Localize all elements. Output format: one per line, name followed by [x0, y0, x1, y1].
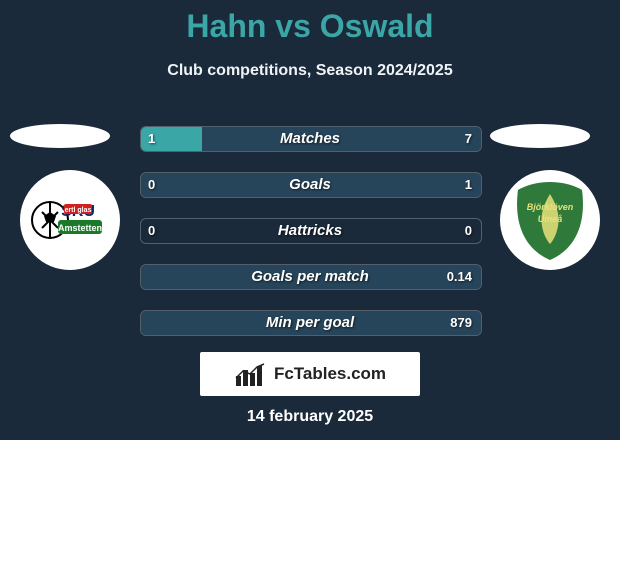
page-subtitle: Club competitions, Season 2024/2025 [0, 62, 620, 80]
player-left-ellipse [10, 124, 110, 148]
stat-bars: Matches17Goals01Hattricks00Goals per mat… [140, 126, 480, 356]
brand-text: FcTables.com [274, 364, 386, 384]
stat-value-right: 879 [450, 310, 472, 334]
date-text: 14 february 2025 [0, 408, 620, 426]
stat-value-right: 0.14 [447, 264, 472, 288]
stat-row: Goals per match0.14 [140, 264, 480, 288]
stat-label: Matches [140, 126, 480, 150]
stat-row: Min per goal879 [140, 310, 480, 334]
stat-label: Goals per match [140, 264, 480, 288]
stat-label: Min per goal [140, 310, 480, 334]
club-badge-left: SKU Amstetten ertl glas [20, 170, 120, 270]
page-title: Hahn vs Oswald [0, 8, 620, 45]
stat-value-left: 1 [148, 126, 155, 150]
brand-badge: FcTables.com [200, 352, 420, 396]
stat-value-left: 0 [148, 172, 155, 196]
stat-row: Hattricks0 0 [140, 218, 480, 242]
club-badge-right-svg: Björklöven Umeå [500, 170, 600, 270]
stat-value-right: 7 [465, 126, 472, 150]
stat-row: Goals0 1 [140, 172, 480, 196]
svg-text:ertl glas: ertl glas [65, 207, 92, 214]
player-right-ellipse [490, 124, 590, 148]
svg-text:Umeå: Umeå [538, 214, 563, 224]
stat-row: Matches1 7 [140, 126, 480, 150]
club-badge-right: Björklöven Umeå [500, 170, 600, 270]
club-badge-left-svg: SKU Amstetten ertl glas [20, 170, 120, 270]
stat-label: Goals [140, 172, 480, 196]
stat-value-right: 1 [465, 172, 472, 196]
barchart-icon [234, 360, 270, 388]
stat-label: Hattricks [140, 218, 480, 242]
comparison-infographic: Hahn vs Oswald Club competitions, Season… [0, 0, 620, 580]
svg-text:Björklöven: Björklöven [527, 202, 574, 212]
svg-text:Amstetten: Amstetten [58, 223, 102, 233]
stat-value-right: 0 [465, 218, 472, 242]
stat-value-left: 0 [148, 218, 155, 242]
